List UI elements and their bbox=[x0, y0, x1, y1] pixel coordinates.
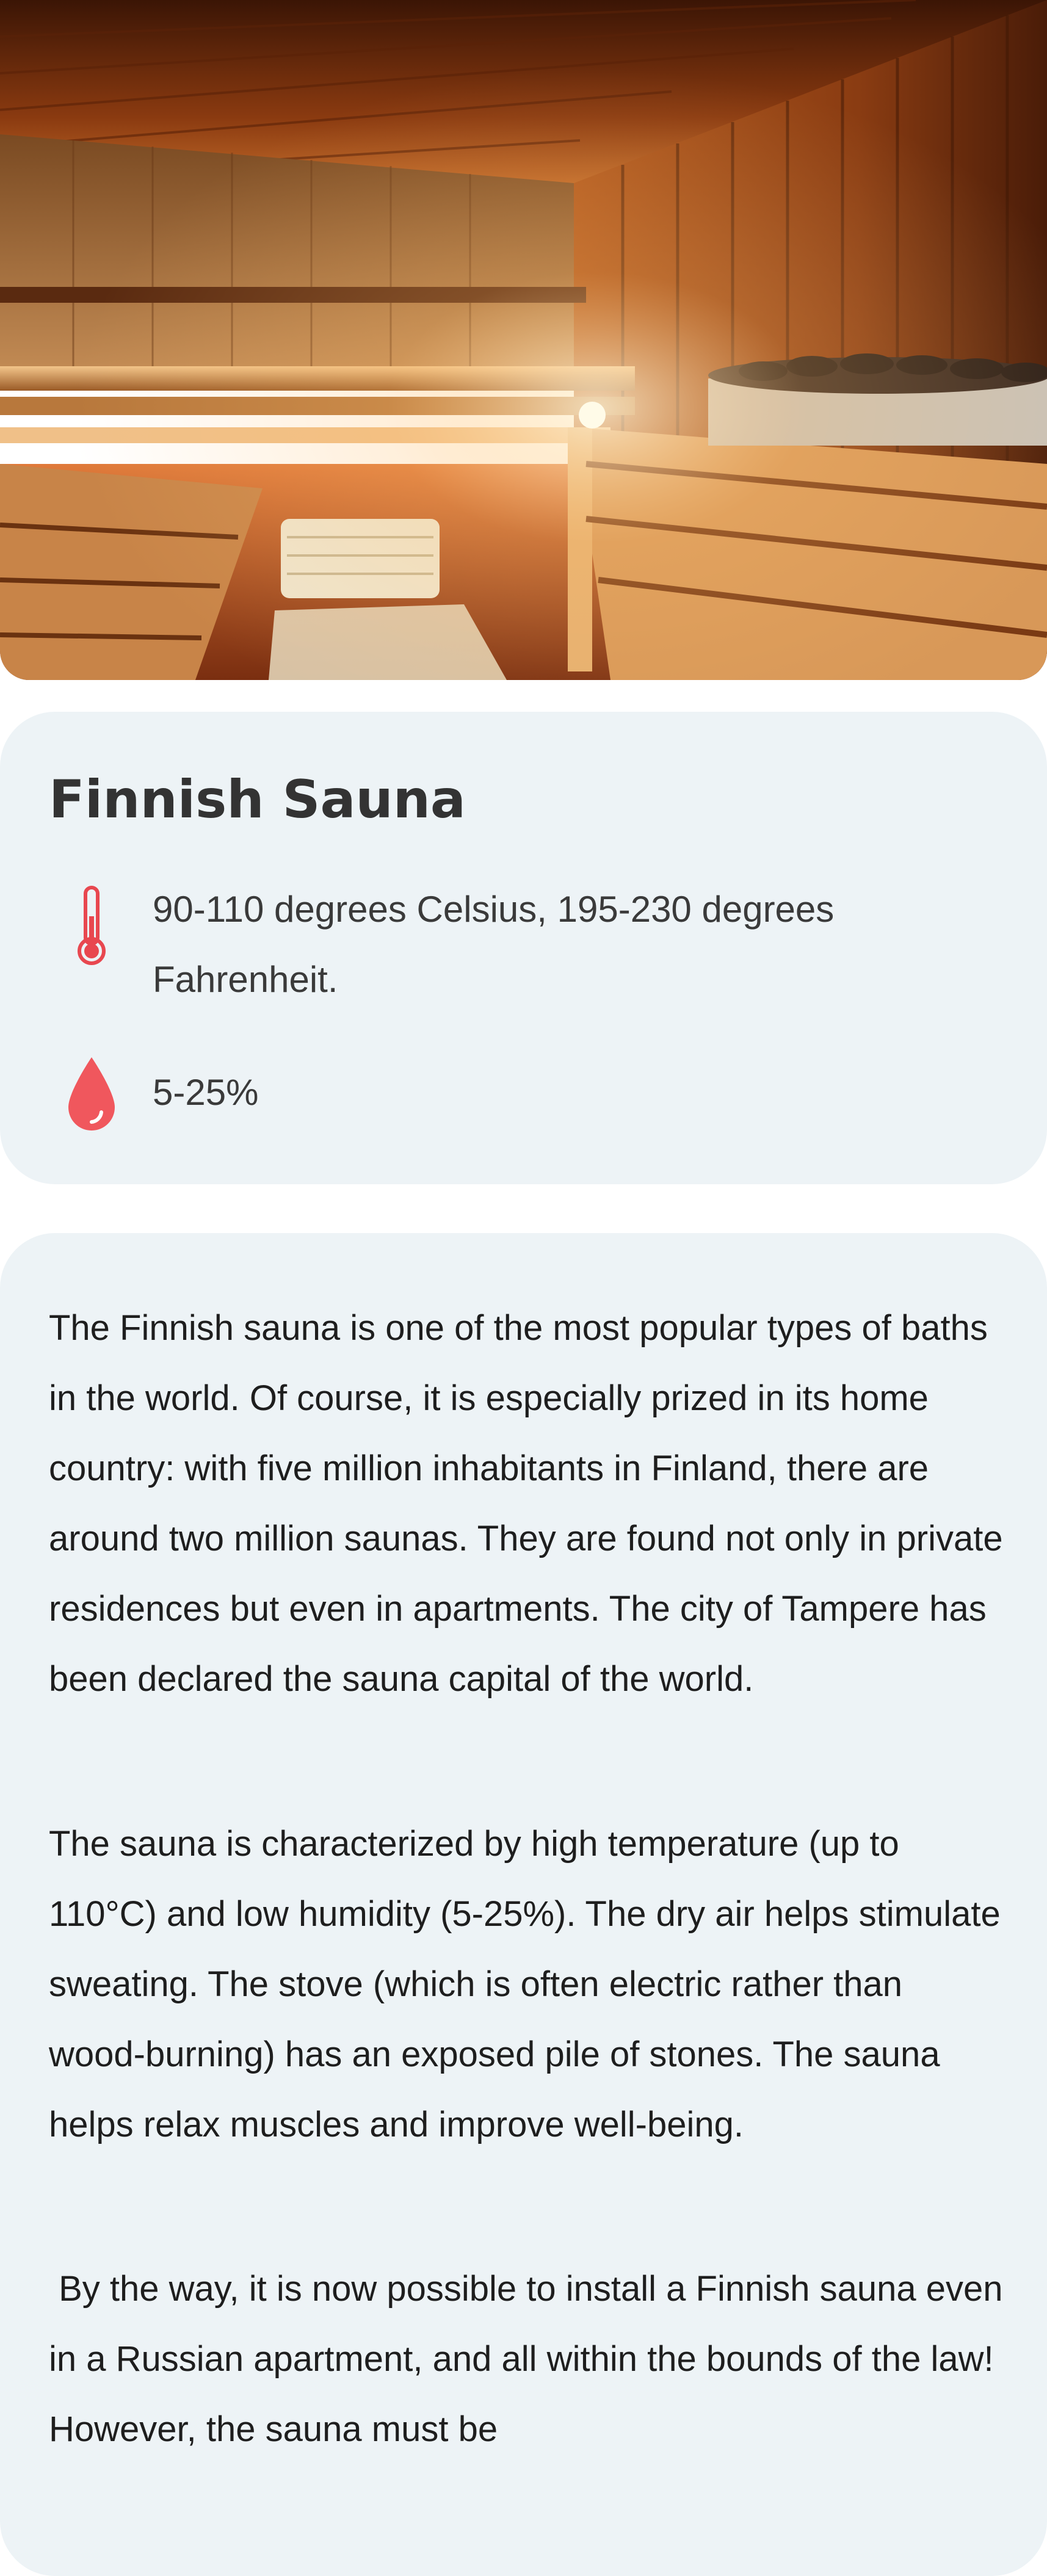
humidity-row: 5-25% bbox=[49, 1057, 925, 1137]
temperature-row: 90-110 degrees Celsius, 195-230 degrees … bbox=[49, 874, 925, 1021]
sauna-photo bbox=[0, 0, 1047, 680]
description-paragraph: The sauna is characterized by high tempe… bbox=[49, 1824, 1010, 2144]
sauna-title: Finnish Sauna bbox=[49, 769, 466, 830]
description-paragraph: The Finnish sauna is one of the most pop… bbox=[49, 1308, 1013, 1699]
description-paragraph: By the way, it is now possible to instal… bbox=[49, 2269, 1013, 2449]
thermometer-icon bbox=[61, 883, 122, 968]
hero-image bbox=[0, 0, 1047, 680]
sauna-description-card: The Finnish sauna is one of the most pop… bbox=[0, 1233, 1047, 2576]
humidity-value: 5-25% bbox=[153, 1072, 259, 1113]
temperature-value: 90-110 degrees Celsius, 195-230 degrees … bbox=[153, 889, 835, 1000]
water-drop-icon bbox=[61, 1051, 122, 1137]
sauna-info-card: Finnish Sauna 90-110 degrees Celsius, 19… bbox=[0, 712, 1047, 1184]
